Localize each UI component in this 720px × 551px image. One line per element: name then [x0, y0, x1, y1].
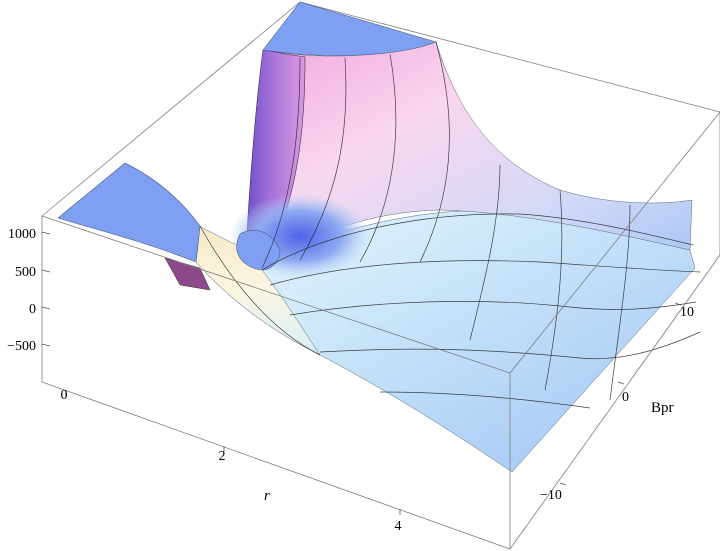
z-tick-label: 500: [15, 265, 36, 280]
tick-marks: [41, 231, 682, 515]
mesh-line: [379, 391, 591, 409]
x-tick-label: 2: [219, 449, 226, 464]
surface-cap-back: [262, 1, 437, 56]
x-axis-title: r: [264, 488, 270, 504]
bounding-box-front: [41, 111, 720, 550]
y-axis-labels: 10 0 −10: [540, 305, 694, 503]
surface-left-drop: [164, 257, 211, 291]
surface: [57, 1, 696, 473]
mesh-line: [359, 53, 397, 263]
x-axis-labels: 0 2 4: [61, 388, 402, 534]
surface-cap-center: [236, 230, 281, 271]
y-tick-label: 10: [680, 305, 694, 320]
tick-mark: [41, 231, 51, 235]
surface-mesh: [199, 41, 701, 409]
mesh-line: [261, 213, 694, 271]
box-edge: [509, 111, 720, 374]
mesh-line: [319, 331, 701, 360]
z-tick-label: −500: [7, 339, 36, 354]
mesh-line: [299, 57, 347, 261]
box-edge: [299, 1, 720, 113]
box-edge: [509, 254, 720, 550]
y-tick-label: −10: [540, 488, 562, 503]
box-edge: [41, 381, 511, 550]
z-tick-label: 0: [29, 302, 36, 317]
surface-cap-left: [57, 162, 201, 263]
z-axis-labels: 1000 500 0 −500: [7, 227, 36, 354]
box-edge: [41, 1, 301, 217]
z-tick-label: 1000: [8, 227, 36, 242]
tick-mark: [41, 343, 51, 347]
tick-mark: [41, 269, 51, 273]
mesh-line: [469, 164, 501, 341]
surface-left-wall: [195, 225, 321, 356]
x-tick-label: 4: [395, 519, 402, 534]
mesh-line: [261, 57, 301, 269]
x-tick-label: 0: [61, 388, 68, 403]
tick-mark: [559, 482, 567, 486]
tick-mark: [41, 306, 51, 310]
y-tick-label: 0: [622, 390, 629, 405]
y-axis-title: Bpr: [651, 400, 674, 416]
mesh-line: [289, 301, 697, 316]
mesh-line: [419, 41, 450, 263]
mesh-line: [609, 204, 631, 401]
tick-mark: [617, 381, 625, 385]
mesh-line: [269, 260, 701, 286]
mesh-line: [544, 189, 563, 391]
tick-mark: [674, 302, 682, 306]
box-edge: [41, 215, 511, 374]
mesh-line: [199, 225, 321, 356]
